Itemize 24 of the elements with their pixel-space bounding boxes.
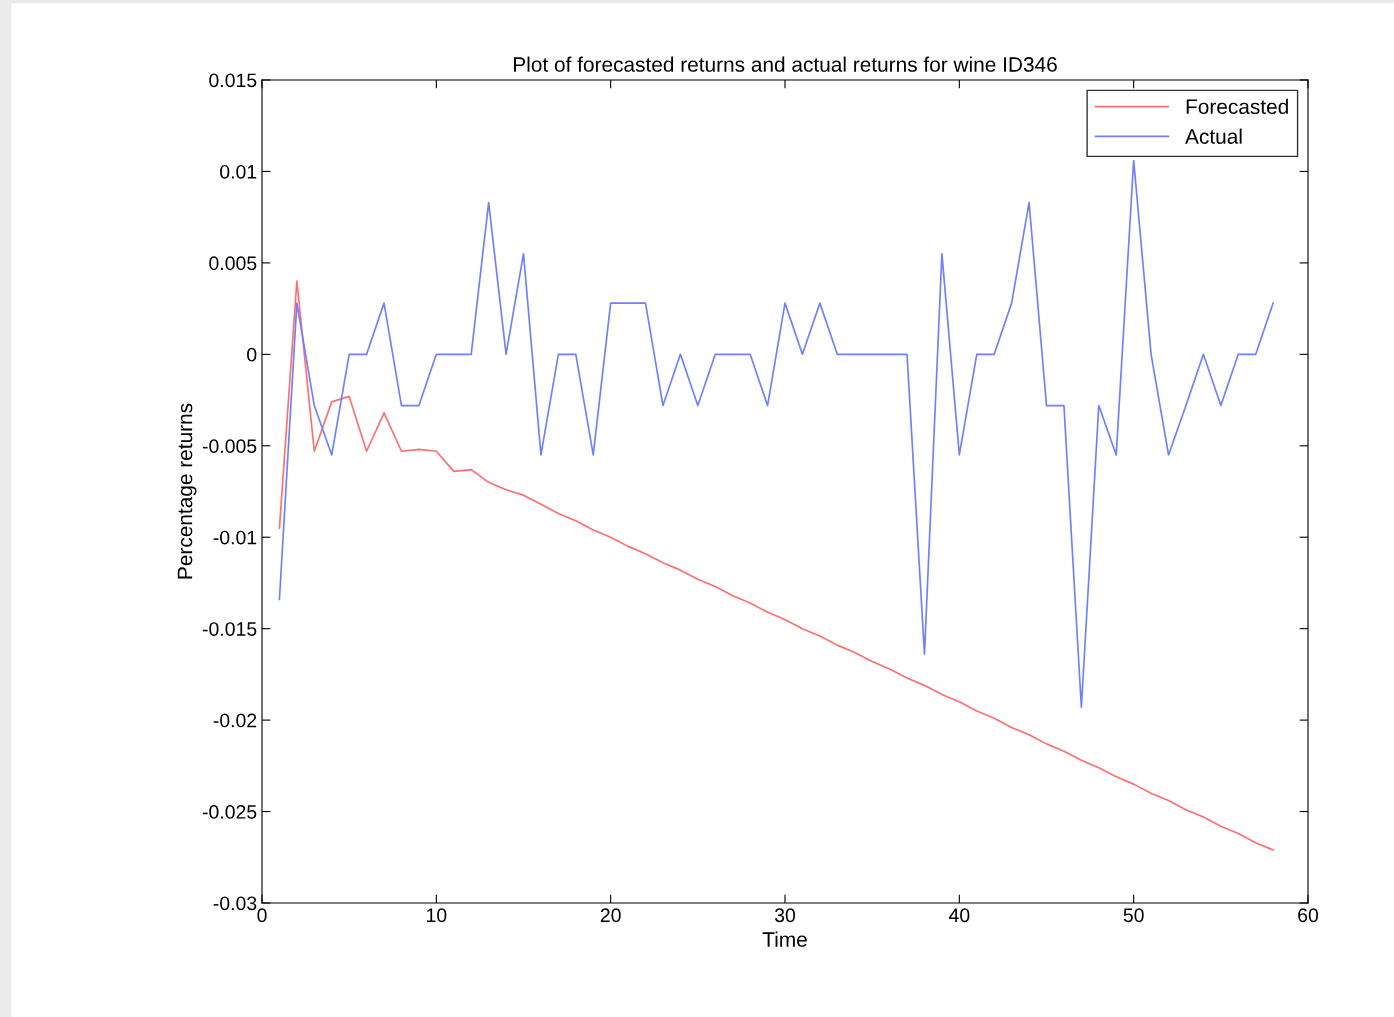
x-tick-label: 50 [1123,908,1144,923]
x-axis-title: Time [762,931,807,947]
y-tick-label: -0.025 [202,805,257,819]
chart-title: Plot of forecasted returns and actual returns for wine ID346 [514,56,1057,72]
y-tick-label: 0.01 [220,164,257,179]
legend-label: Actual [1185,128,1242,144]
y-tick-label: -0.03 [213,896,257,911]
x-tick-label: 60 [1298,908,1319,923]
x-tick-label: 0 [257,908,267,923]
x-tick-label: 20 [600,908,621,923]
x-tick-label: 30 [774,908,796,923]
x-tick-label: 10 [427,908,447,923]
y-tick-label: -0.015 [202,622,257,636]
legend-label: Forecasted [1186,98,1288,115]
y-axis-title: Percentage returns [177,403,197,579]
y-tick-label: -0.01 [213,530,257,545]
y-tick-label: -0.005 [202,439,257,454]
line-series [278,159,1274,709]
y-tick-label: 0 [247,347,257,362]
y-tick-label: -0.02 [213,713,257,728]
line-series [278,280,1274,851]
x-tick-label: 40 [948,908,970,923]
y-tick-label: 0.005 [209,256,257,271]
y-tick-label: 0.015 [209,73,257,88]
